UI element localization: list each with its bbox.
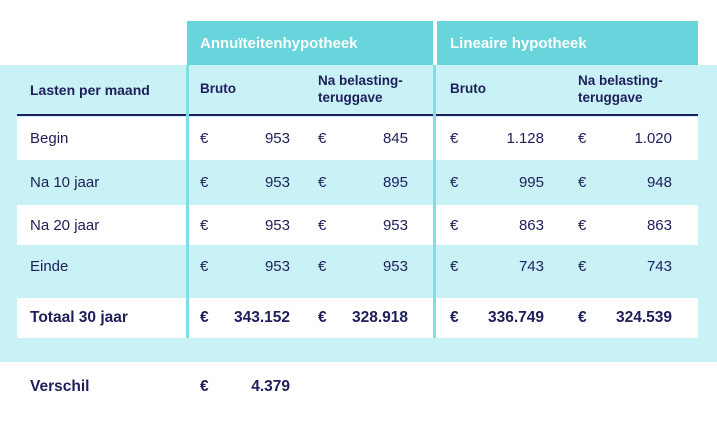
column-separator-line — [186, 65, 189, 338]
cell-value: 863 — [646, 216, 672, 234]
row-axis-title: Lasten per maand — [30, 81, 150, 98]
cell-value: 953 — [264, 130, 290, 147]
cell-difference-value: €4.379 — [200, 378, 290, 396]
cell-annuity-net: €953 — [318, 217, 408, 234]
col-header-linear-net: Na belasting-teruggave — [578, 72, 663, 105]
euro-sign: € — [578, 174, 587, 191]
cell-value: 4.379 — [251, 378, 290, 395]
col-header-annuity-net: Na belasting-teruggave — [318, 72, 403, 105]
cell-value: 343.152 — [233, 309, 290, 326]
cell-annuity-bruto: €953 — [200, 258, 290, 275]
cell-linear-net: €863 — [578, 217, 672, 234]
euro-sign: € — [450, 216, 459, 234]
column-separator-line — [433, 65, 436, 338]
cell-value: 1.020 — [634, 130, 672, 147]
cell-value: 895 — [382, 174, 408, 191]
euro-sign: € — [200, 130, 209, 147]
difference-row: Verschil €4.379 — [17, 374, 698, 400]
group-header-annuity: Annuïteitenhypotheek — [187, 21, 433, 65]
cell-value: 743 — [646, 258, 672, 275]
cell-linear-bruto: €863 — [450, 217, 544, 234]
cell-annuity-net: €328.918 — [318, 309, 408, 327]
cell-annuity-net: €895 — [318, 174, 408, 191]
cell-linear-bruto: €743 — [450, 258, 544, 275]
euro-sign: € — [318, 174, 327, 191]
cell-value: 953 — [382, 258, 408, 275]
col-header-annuity-bruto: Bruto — [200, 81, 236, 97]
cell-value: 863 — [518, 216, 544, 234]
euro-sign: € — [318, 216, 327, 234]
cell-value: 1.128 — [506, 130, 544, 147]
euro-sign: € — [450, 174, 459, 191]
cell-value: 328.918 — [351, 309, 408, 326]
euro-sign: € — [318, 130, 327, 147]
table-row: Einde €953 €953 €743 €743 — [17, 245, 698, 288]
cell-value: 948 — [646, 174, 672, 191]
cell-linear-net: €1.020 — [578, 130, 672, 147]
row-label: Totaal 30 jaar — [30, 309, 128, 326]
table-row: Na 20 jaar €953 €953 €863 €863 — [17, 205, 698, 245]
cell-value: 953 — [264, 174, 290, 191]
row-label: Na 20 jaar — [30, 216, 100, 234]
table-row-total: Totaal 30 jaar €343.152 €328.918 €336.74… — [17, 298, 698, 338]
table-row: Na 10 jaar €953 €895 €995 €948 — [17, 160, 698, 205]
euro-sign: € — [578, 130, 587, 147]
euro-sign: € — [200, 378, 209, 395]
euro-sign: € — [450, 309, 459, 326]
group-header-linear: Lineaire hypotheek — [437, 21, 698, 65]
euro-sign: € — [200, 174, 209, 191]
cell-value: 953 — [264, 216, 290, 234]
row-label: Verschil — [30, 378, 90, 395]
euro-sign: € — [578, 216, 587, 234]
header-underline — [17, 114, 698, 116]
cell-annuity-bruto: €953 — [200, 217, 290, 234]
cell-value: 743 — [518, 258, 544, 275]
row-label: Begin — [30, 130, 69, 147]
euro-sign: € — [450, 258, 459, 275]
cell-annuity-net: €845 — [318, 130, 408, 147]
row-label: Einde — [30, 258, 69, 275]
euro-sign: € — [578, 309, 587, 326]
cell-annuity-bruto: €343.152 — [200, 309, 290, 327]
euro-sign: € — [318, 258, 327, 275]
row-label: Na 10 jaar — [30, 174, 100, 191]
cell-value: 953 — [264, 258, 290, 275]
cell-linear-bruto: €1.128 — [450, 130, 544, 147]
group-header-linear-label: Lineaire hypotheek — [450, 34, 587, 52]
euro-sign: € — [318, 309, 327, 326]
cell-annuity-bruto: €953 — [200, 130, 290, 147]
cell-value: 953 — [382, 216, 408, 234]
euro-sign: € — [200, 216, 209, 234]
cell-value: 324.539 — [615, 309, 672, 326]
cell-annuity-net: €953 — [318, 258, 408, 275]
cell-linear-net: €743 — [578, 258, 672, 275]
euro-sign: € — [200, 258, 209, 275]
cell-linear-net: €324.539 — [578, 309, 672, 327]
euro-sign: € — [450, 130, 459, 147]
cell-value: 336.749 — [487, 309, 544, 326]
cell-linear-bruto: €995 — [450, 174, 544, 191]
column-header-row: Lasten per maand Bruto Na belasting-teru… — [17, 65, 698, 114]
cell-value: 845 — [382, 130, 408, 147]
cell-linear-bruto: €336.749 — [450, 309, 544, 327]
col-header-linear-bruto: Bruto — [450, 81, 486, 97]
group-header-annuity-label: Annuïteitenhypotheek — [200, 34, 358, 52]
euro-sign: € — [200, 309, 209, 326]
cell-annuity-bruto: €953 — [200, 174, 290, 191]
table-row: Begin €953 €845 €1.128 €1.020 — [17, 117, 698, 160]
cell-linear-net: €948 — [578, 174, 672, 191]
cell-value: 995 — [518, 174, 544, 191]
euro-sign: € — [578, 258, 587, 275]
